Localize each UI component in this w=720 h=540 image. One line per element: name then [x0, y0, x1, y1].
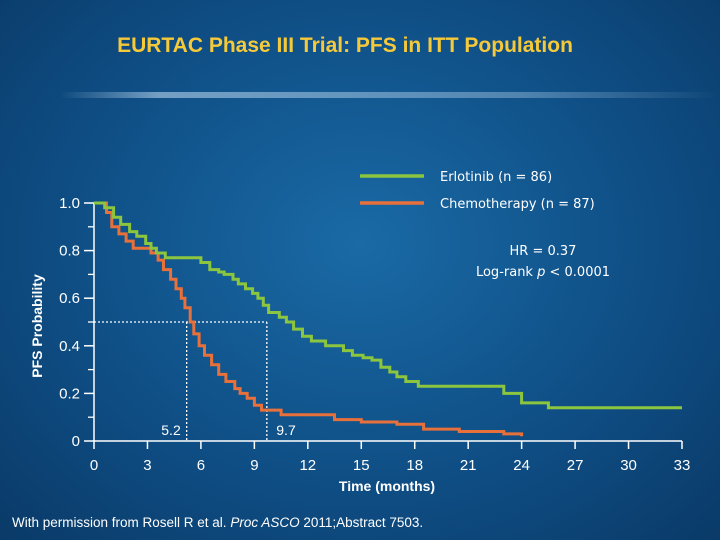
citation-footnote: With permission from Rosell R et al. Pro…	[12, 515, 424, 530]
x-tick-label: 3	[143, 457, 151, 474]
x-tick-label: 21	[460, 457, 477, 474]
y-axis-title: PFS Probability	[29, 274, 45, 378]
x-tick-label: 15	[353, 457, 370, 474]
y-tick-label: 0.8	[59, 243, 80, 260]
x-tick-label: 24	[513, 457, 530, 474]
median-chemo-label: 5.2	[161, 422, 181, 438]
series-erlotinib-line	[94, 201, 682, 410]
x-tick-label: 33	[674, 457, 691, 474]
y-tick-label: 0.2	[59, 385, 80, 402]
legend-chemotherapy-label: Chemotherapy (n = 87)	[440, 197, 595, 212]
logrank-text: Log-rank p < 0.0001	[476, 265, 610, 280]
axes: 0 0.2 0.4 0.6 0.8 1.0 0 3 6 9 12 15 18 21 24 27 30 33	[59, 195, 690, 474]
x-tick-label: 18	[406, 457, 423, 474]
y-tick-label: 0	[72, 433, 80, 450]
median-erlotinib-label: 9.7	[276, 422, 296, 438]
y-tick-label: 0.6	[59, 290, 80, 307]
x-tick-label: 12	[299, 457, 316, 474]
x-ticks: 0 3 6 9 12 15 18 21 24 27 30 33	[90, 441, 691, 474]
legend: Erlotinib (n = 86) Chemotherapy (n = 87)	[360, 170, 595, 212]
y-tick-label: 1.0	[59, 195, 80, 212]
legend-erlotinib-label: Erlotinib (n = 86)	[440, 170, 552, 185]
slide-title: EURTAC Phase III Trial: PFS in ITT Popul…	[117, 34, 573, 57]
series-chemotherapy-line	[94, 201, 524, 437]
x-tick-label: 0	[90, 457, 98, 474]
x-tick-label: 9	[250, 457, 258, 474]
median-reference-lines	[94, 321, 268, 441]
x-axis-title: Time (months)	[339, 478, 435, 494]
x-tick-label: 27	[567, 457, 584, 474]
title-divider	[60, 92, 720, 98]
hazard-ratio-text: HR = 0.37	[510, 244, 577, 259]
x-tick-label: 6	[197, 457, 205, 474]
y-tick-label: 0.4	[59, 338, 80, 355]
x-tick-label: 30	[620, 457, 637, 474]
y-ticks: 0 0.2 0.4 0.6 0.8 1.0	[59, 195, 94, 450]
